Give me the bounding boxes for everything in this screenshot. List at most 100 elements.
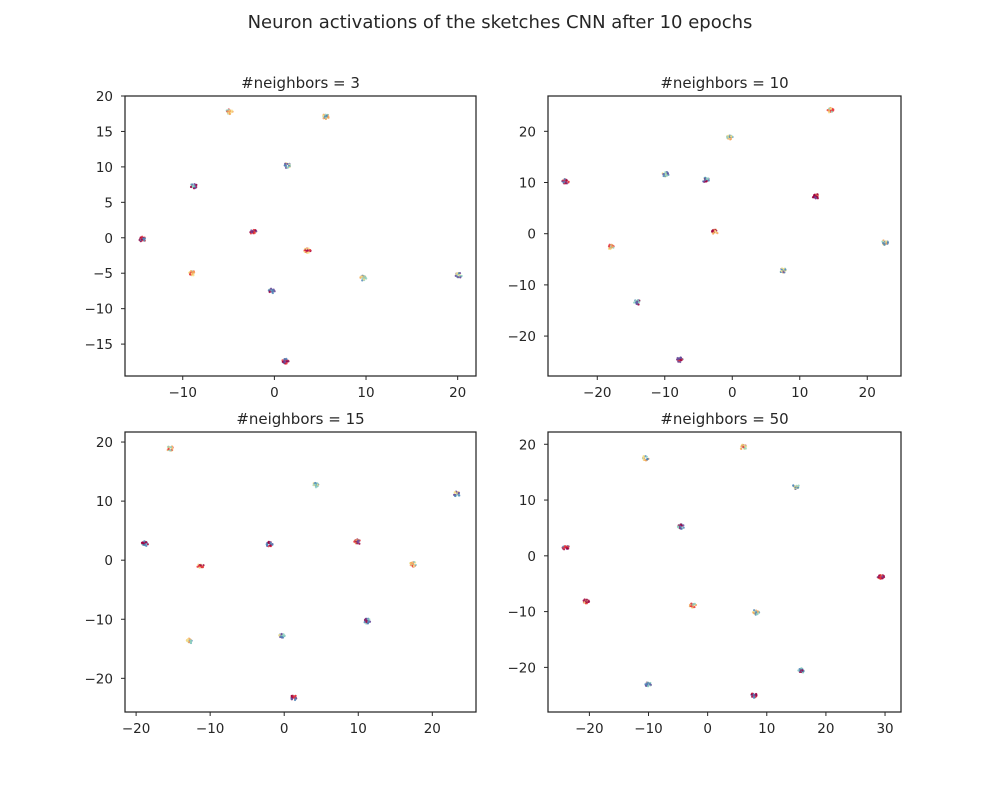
data-point	[314, 483, 317, 486]
data-point	[368, 618, 371, 621]
data-point	[814, 197, 818, 200]
data-point	[268, 289, 271, 292]
cluster	[726, 134, 734, 141]
y-tick-label: −20	[85, 671, 114, 687]
data-point	[196, 565, 199, 568]
data-point	[290, 694, 293, 698]
x-tick-label: 20	[449, 385, 466, 401]
data-point	[755, 692, 758, 696]
data-point	[827, 111, 831, 114]
cluster	[881, 239, 890, 246]
data-point	[816, 197, 819, 200]
data-point	[305, 247, 308, 251]
cluster	[188, 269, 196, 277]
cluster	[303, 247, 312, 255]
data-point	[198, 566, 201, 570]
y-tick-label: 15	[96, 124, 113, 140]
data-point	[752, 693, 755, 696]
data-point	[271, 543, 274, 546]
data-point	[361, 277, 364, 280]
cluster	[792, 484, 800, 491]
y-tick-label: 5	[104, 195, 113, 211]
cluster	[265, 540, 274, 548]
cluster	[353, 538, 361, 545]
axes-frame	[547, 95, 902, 377]
data-point	[294, 697, 297, 700]
data-point	[682, 526, 685, 529]
panel-neighbors-50: #neighbors = 50 −20 −10 0 10 20 30 −20 −10 0 10 20	[508, 410, 902, 737]
data-point	[143, 237, 147, 240]
data-point	[412, 564, 416, 568]
data-point	[360, 275, 363, 278]
data-point	[280, 635, 284, 639]
data-point	[145, 541, 148, 544]
data-point	[190, 640, 193, 643]
data-point	[353, 540, 356, 543]
data-point	[145, 544, 148, 547]
data-point	[366, 622, 370, 625]
data-point	[269, 541, 272, 544]
data-point	[143, 540, 146, 543]
data-point	[704, 176, 707, 180]
data-point	[877, 576, 880, 579]
data-point	[322, 117, 325, 120]
data-point	[585, 598, 588, 601]
data-point	[271, 290, 274, 293]
data-point	[635, 302, 639, 305]
x-tick-label: 20	[859, 385, 876, 401]
data-point	[882, 241, 885, 245]
data-point	[269, 287, 273, 290]
data-point	[454, 494, 457, 498]
y-tick-label: −10	[85, 612, 114, 628]
data-point	[269, 544, 272, 547]
y-tick-label: 10	[96, 494, 113, 510]
y-tick-label: 20	[96, 89, 113, 105]
data-point	[751, 695, 754, 698]
y-tick-label: 10	[96, 160, 113, 176]
data-point	[365, 617, 368, 620]
x-tick-label: −10	[168, 385, 197, 401]
cluster	[225, 108, 234, 116]
data-point	[314, 486, 318, 489]
data-point	[283, 359, 286, 362]
data-point	[562, 547, 565, 550]
data-point	[797, 484, 800, 487]
data-point	[740, 445, 743, 448]
data-point	[885, 240, 888, 243]
cluster	[676, 523, 685, 530]
data-point	[567, 547, 570, 550]
data-point	[268, 290, 271, 294]
data-point	[169, 446, 173, 449]
data-point	[189, 641, 192, 644]
data-point	[293, 695, 296, 698]
cluster	[750, 692, 758, 699]
x-tick-label: −10	[196, 721, 225, 737]
data-point	[285, 362, 288, 365]
data-point	[146, 543, 149, 546]
data-point	[693, 605, 696, 609]
data-point	[633, 301, 636, 304]
cluster	[826, 106, 835, 114]
data-point	[454, 274, 457, 277]
data-point	[878, 574, 881, 577]
x-tick-label: 10	[758, 721, 775, 737]
y-tick-label: −10	[508, 605, 537, 621]
y-tick-label: 20	[96, 435, 113, 451]
x-tick-label: −20	[575, 721, 604, 737]
data-point	[704, 178, 707, 181]
y-tick-label: 20	[519, 437, 536, 453]
data-point	[285, 357, 288, 361]
data-point	[636, 300, 639, 303]
data-point	[186, 638, 190, 641]
cluster	[876, 574, 886, 580]
data-point	[587, 600, 590, 604]
cluster	[290, 694, 298, 702]
cluster	[409, 560, 417, 568]
cluster	[278, 632, 286, 639]
data-point	[679, 356, 683, 360]
data-point	[879, 577, 882, 580]
x-tick-label: 30	[876, 721, 893, 737]
data-point	[676, 525, 680, 528]
cluster	[644, 681, 653, 688]
data-point	[287, 164, 291, 167]
